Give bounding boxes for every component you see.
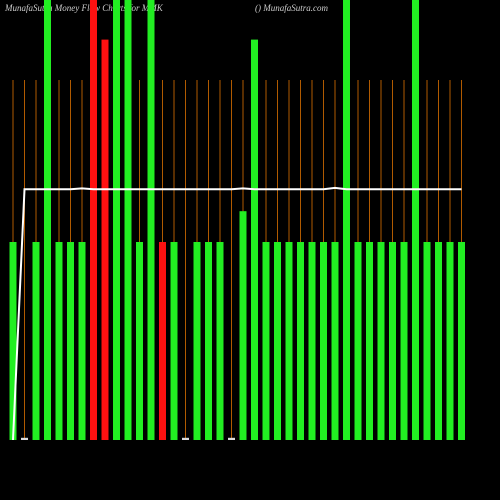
bar (320, 242, 327, 440)
bar (354, 242, 362, 440)
bar (446, 242, 454, 440)
bar (239, 211, 247, 440)
bar (170, 242, 178, 440)
bar (205, 242, 212, 440)
bar (377, 242, 385, 440)
bar (274, 242, 281, 440)
bar (21, 437, 28, 440)
bar (331, 242, 339, 440)
bar (9, 242, 17, 440)
bar (182, 437, 189, 440)
bar (55, 242, 63, 440)
bar (44, 0, 51, 440)
bar (67, 242, 74, 440)
bar (297, 242, 304, 440)
bar (101, 39, 109, 440)
bar (400, 242, 408, 440)
bar (285, 242, 293, 440)
bar (78, 242, 86, 440)
bar (159, 242, 166, 440)
chart-subtitle: () MunafaSutra.com (255, 3, 328, 13)
bar (90, 0, 97, 440)
bar (32, 242, 40, 440)
bar (308, 242, 316, 440)
bar (251, 39, 258, 440)
bar (147, 0, 155, 440)
bar (216, 242, 224, 440)
bar (343, 0, 350, 440)
bar (389, 242, 396, 440)
bar (458, 242, 465, 440)
bar (113, 0, 120, 440)
bar (124, 0, 132, 440)
bar (435, 242, 442, 440)
line (12, 186, 462, 441)
bar (412, 0, 419, 440)
bar (136, 242, 143, 440)
bar (228, 437, 235, 440)
chart-title: MunafaSutra Money Flow Charts for MMK (4, 3, 164, 13)
bar (193, 242, 201, 440)
bar (262, 242, 270, 440)
bar (366, 242, 373, 440)
bar (423, 242, 431, 440)
